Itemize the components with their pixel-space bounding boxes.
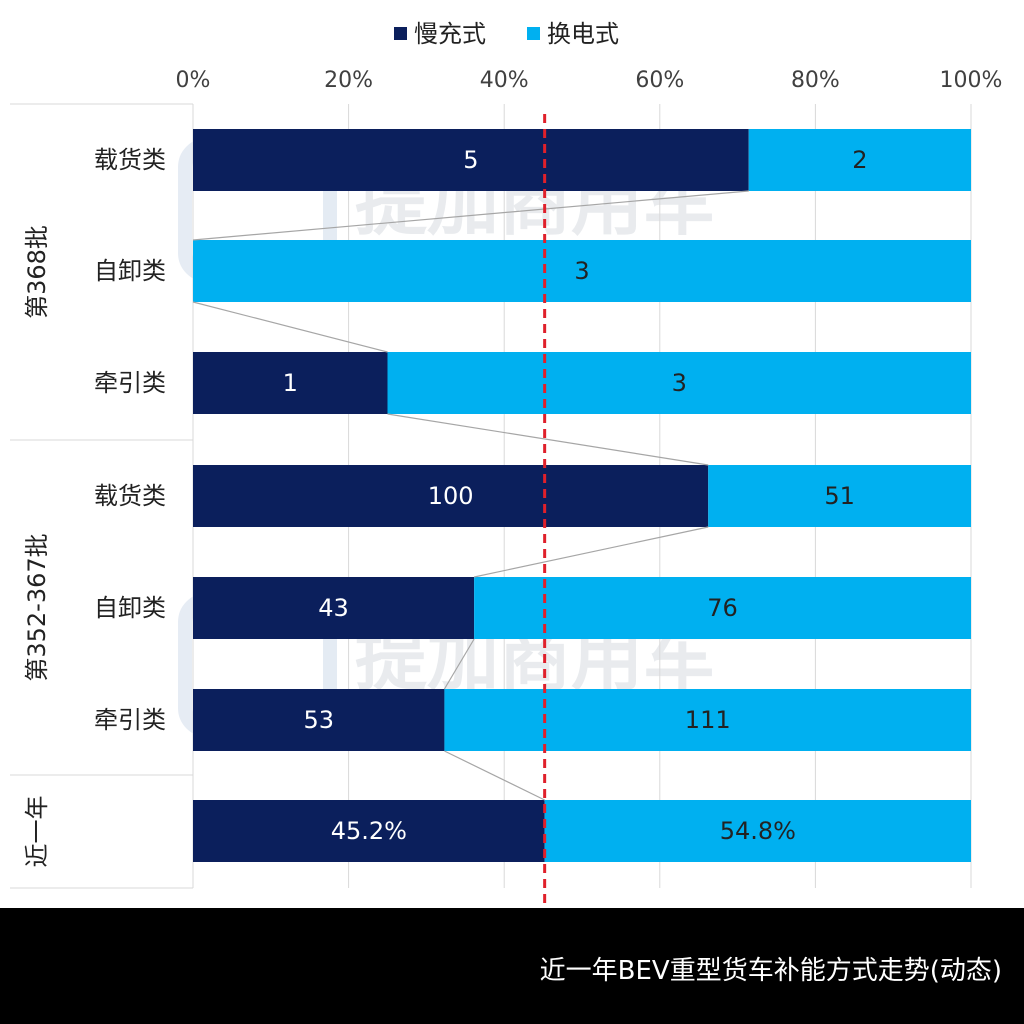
data-label: 3 — [672, 369, 687, 397]
x-axis: 0% 20% 40% 60% 80% 100% — [176, 68, 1003, 93]
data-label: 111 — [685, 706, 731, 734]
series-connectors — [192, 190, 749, 801]
series-connector — [387, 413, 709, 466]
data-labels: 5 2 3 1 3 100 51 43 76 53 111 45.2% 54.8% — [283, 146, 868, 845]
watermark: 提加商用车TruckPlus CV studio提加商用车TruckPlus C… — [178, 138, 770, 747]
bar-segment — [387, 352, 971, 414]
data-label: 43 — [318, 594, 349, 622]
legend-swatch — [527, 27, 540, 40]
bar-segment — [193, 577, 475, 639]
bars — [193, 129, 971, 862]
legend-label: 换电式 — [547, 20, 619, 48]
row-label: 牵引类 — [94, 369, 166, 397]
data-label: 76 — [707, 594, 738, 622]
data-label: 3 — [574, 257, 589, 285]
series-connector — [192, 301, 388, 353]
group-label: 第352-367批 — [23, 533, 51, 681]
group-label: 近一年 — [23, 796, 51, 868]
data-label: 1 — [283, 369, 298, 397]
group-label: 第368批 — [23, 225, 51, 319]
x-tick-label: 0% — [176, 68, 211, 93]
data-label: 53 — [303, 706, 334, 734]
bar-segment — [193, 689, 445, 751]
bar-segment — [544, 800, 971, 862]
x-tick-label: 40% — [480, 68, 529, 93]
series-connector — [192, 190, 749, 241]
series-connector — [444, 750, 545, 801]
series-connector — [443, 638, 475, 690]
series-connector — [474, 526, 709, 578]
x-tick-label: 60% — [635, 68, 684, 93]
bar-segment — [193, 800, 545, 862]
row-label: 自卸类 — [94, 257, 166, 285]
x-tick-label: 20% — [324, 68, 373, 93]
data-label: 2 — [852, 146, 867, 174]
data-label: 100 — [428, 482, 474, 510]
x-tick-label: 100% — [940, 68, 1003, 93]
data-label: 5 — [463, 146, 478, 174]
row-label: 牵引类 — [94, 706, 166, 734]
bar-segment — [708, 465, 971, 527]
x-tick-label: 80% — [791, 68, 840, 93]
stacked-bar-chart: 提加商用车TruckPlus CV studio提加商用车TruckPlus C… — [10, 20, 1003, 906]
bar-segment — [474, 577, 971, 639]
bar-segment — [748, 129, 971, 191]
row-label: 自卸类 — [94, 594, 166, 622]
legend: 慢充式 换电式 — [394, 20, 619, 48]
data-label: 45.2% — [331, 817, 407, 845]
row-label: 载货类 — [94, 146, 166, 174]
chart-caption: 近一年BEV重型货车补能方式走势(动态) — [539, 956, 1002, 986]
legend-swatch — [394, 27, 407, 40]
bar-segment — [444, 689, 971, 751]
bar-segment — [193, 240, 971, 302]
footer-bar: 近一年BEV重型货车补能方式走势(动态) — [0, 908, 1024, 1024]
data-label: 54.8% — [720, 817, 796, 845]
data-label: 51 — [824, 482, 855, 510]
bar-segment — [193, 352, 388, 414]
bar-segment — [193, 129, 749, 191]
legend-label: 慢充式 — [414, 20, 486, 48]
row-label: 载货类 — [94, 482, 166, 510]
bar-segment — [193, 465, 709, 527]
